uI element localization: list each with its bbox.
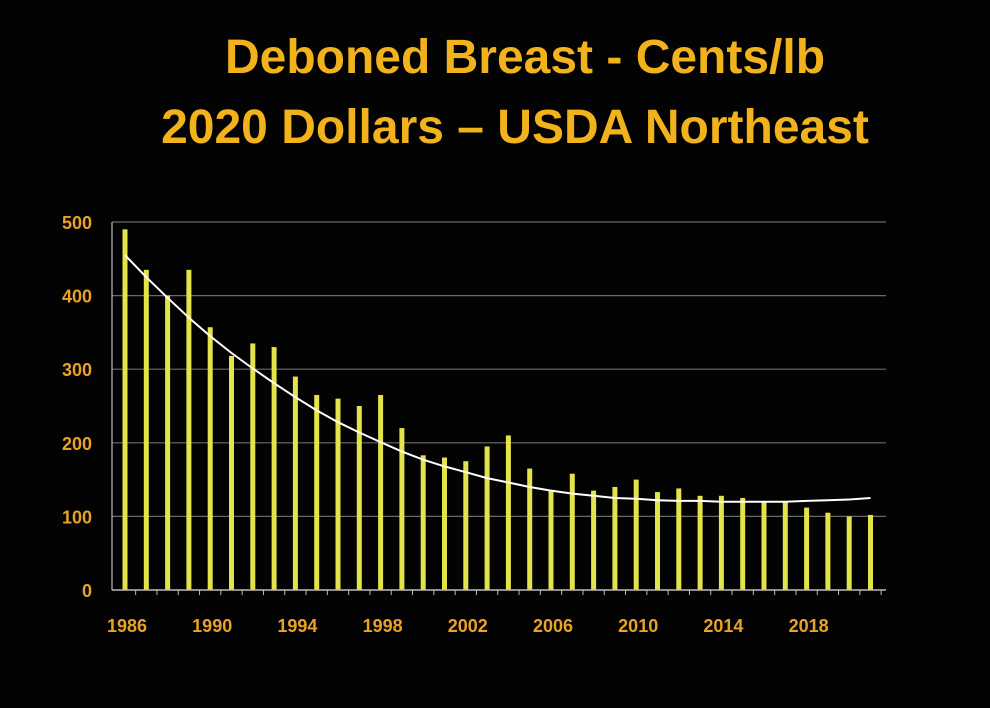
x-tick-label-1986: 1986: [107, 616, 147, 636]
bar-2007: [569, 473, 575, 590]
gridlines: [112, 221, 886, 518]
bar-1988: [165, 295, 171, 590]
y-tick-label-500: 500: [62, 213, 92, 233]
bar-2015: [740, 498, 746, 590]
bar-1990: [207, 327, 213, 590]
x-tick-label-2010: 2010: [618, 616, 658, 636]
bar-1999: [399, 428, 405, 590]
bar-2018: [804, 507, 810, 590]
x-tick-label-2014: 2014: [703, 616, 743, 636]
bar-1997: [356, 406, 362, 590]
x-tick-label-1994: 1994: [277, 616, 317, 636]
bar-1995: [314, 394, 320, 590]
bar-1987: [143, 269, 149, 590]
bar-2017: [782, 501, 788, 590]
bars: [122, 229, 873, 591]
y-tick-label-200: 200: [62, 434, 92, 454]
bar-2012: [676, 488, 682, 590]
bar-1992: [250, 343, 256, 590]
chart-title-line-2: 2020 Dollars – USDA Northeast: [161, 101, 869, 154]
bar-1994: [292, 376, 298, 590]
x-tick-label-1990: 1990: [192, 616, 232, 636]
trendline: [124, 254, 871, 503]
bar-2000: [420, 455, 426, 590]
bar-2013: [697, 495, 703, 590]
bar-2009: [612, 486, 618, 590]
bar-1991: [229, 355, 234, 590]
y-tick-label-300: 300: [62, 360, 92, 380]
bar-2003: [484, 446, 490, 590]
bar-2020: [846, 516, 852, 590]
trendline-group: [124, 254, 871, 503]
x-tick-label-2006: 2006: [533, 616, 573, 636]
bar-1986: [122, 229, 128, 591]
x-tick-label-2002: 2002: [448, 616, 488, 636]
x-tick-label-1998: 1998: [363, 616, 403, 636]
bar-2008: [591, 490, 597, 590]
chart-title-line-1: Deboned Breast - Cents/lb: [224, 31, 826, 84]
bar-1989: [186, 269, 192, 590]
y-tick-label-400: 400: [62, 287, 92, 307]
bar-2005: [527, 468, 533, 590]
bar-2006: [548, 490, 554, 590]
bar-1998: [378, 394, 384, 590]
y-tick-label-100: 100: [62, 507, 92, 527]
bar-2001: [442, 457, 447, 590]
bar-2016: [761, 501, 767, 590]
bar-2014: [718, 495, 724, 590]
bar-2021: [868, 514, 873, 590]
bar-2019: [825, 512, 831, 590]
bar-1996: [335, 398, 341, 590]
tick-labels: 0 100 200 300 400 500 1986 1990 1994 1998 2002 2006…: [62, 213, 829, 636]
bar-2002: [463, 461, 469, 590]
y-tick-label-0: 0: [82, 581, 92, 601]
bar-1993: [271, 347, 277, 590]
x-tick-label-2018: 2018: [789, 616, 829, 636]
bar-2011: [655, 492, 660, 590]
axes: [111, 222, 886, 595]
bar-2010: [633, 479, 639, 590]
bar-2004: [505, 435, 511, 590]
